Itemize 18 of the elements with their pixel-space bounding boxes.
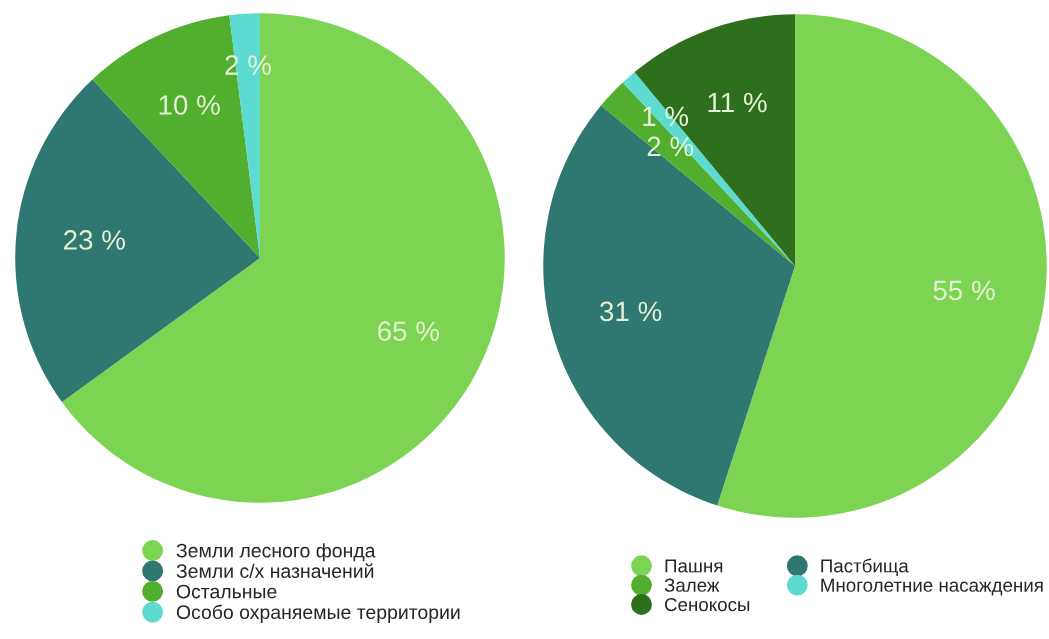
legend-label: Особо охраняемые территории <box>176 604 460 623</box>
data-label: 55 % <box>933 280 995 301</box>
pie-slice <box>61 13 505 503</box>
legend-label: Земли лесного фонда <box>176 543 376 562</box>
data-label: 23 % <box>64 230 125 250</box>
data-label: 10 % <box>159 95 220 115</box>
legend-label: Земли с/х назначений <box>176 563 374 578</box>
pie-slice <box>15 79 260 402</box>
data-label: 65 % <box>378 321 439 342</box>
legend-label: Пастбища <box>821 558 909 577</box>
data-label: 11 % <box>708 92 767 113</box>
legend-label: Остальные <box>176 584 277 599</box>
legend-label: Сенокосы <box>664 597 750 612</box>
pie-slice <box>634 14 795 266</box>
legend-label: Пашня <box>665 559 723 573</box>
data-label: 31 % <box>600 301 662 322</box>
legend-label: Многолетние насаждения <box>821 578 1043 596</box>
legend-label: Залеж <box>664 578 720 592</box>
